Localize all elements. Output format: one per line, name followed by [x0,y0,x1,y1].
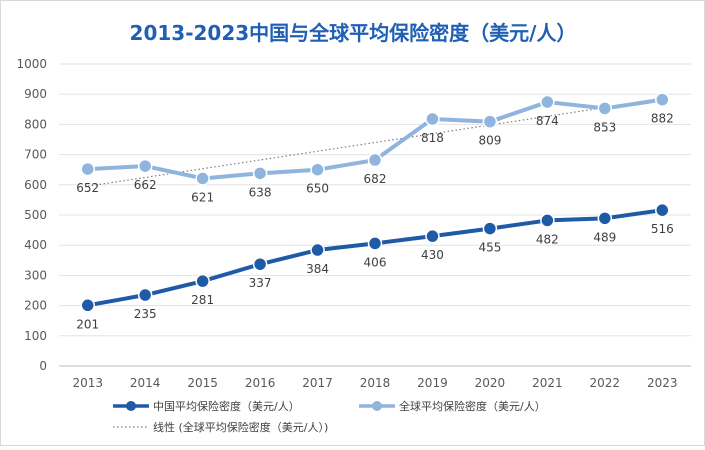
series-1-data-label: 650 [306,182,329,196]
series-0-data-label: 281 [191,293,214,307]
series-0-data-label: 455 [478,241,501,255]
series-0-point [540,213,555,228]
series-0-point [252,256,268,272]
x-tick-label: 2016 [245,376,276,390]
x-tick-label: 2022 [590,376,621,390]
series-0-data-label: 489 [593,230,616,244]
series-1-data-label: 874 [536,114,559,128]
series-1-data-label: 662 [134,178,157,192]
series-1-point [137,158,153,174]
series-0-data-label: 482 [536,232,559,246]
series-1-data-label: 882 [651,112,674,126]
x-tick-label: 2015 [187,376,218,390]
series-1-point [367,152,383,168]
y-tick-label: 300 [24,268,47,282]
y-tick-label: 1000 [16,57,47,71]
y-tick-label: 200 [24,299,47,313]
series-1-data-label: 638 [249,185,272,199]
legend-entry-0: 中国平均保险密度（美元/人） [153,399,300,413]
legend-swatch-marker-1 [372,401,382,411]
legend-swatch-marker-0 [126,401,136,411]
y-tick-label: 100 [24,329,47,343]
series-1-data-label: 652 [76,181,99,195]
series-0-point [655,202,670,218]
y-tick-label: 900 [24,87,47,101]
legend-entry-trendline: 线性 (全球平均保险密度（美元/人）) [153,420,328,434]
series-0-point [80,298,95,313]
x-tick-label: 2017 [302,376,333,390]
y-tick-label: 0 [39,359,47,373]
trendline-layer [87,98,663,187]
y-tick-label: 700 [24,148,47,162]
series-0-point [482,221,498,236]
series-1-data-label: 818 [421,131,444,145]
x-tick-label: 2013 [72,376,103,390]
y-tick-label: 400 [24,238,47,252]
series-0-point [597,211,613,226]
series-1-point [482,114,498,129]
series-0-point [195,273,210,289]
series-1-data-label: 682 [364,172,387,186]
series-0-data-label: 337 [249,276,272,290]
x-tick-label: 2019 [417,376,448,390]
series-1-data-label: 809 [478,134,501,148]
series-1-data-label: 853 [593,120,616,134]
series-1-point [80,161,95,177]
series-0-point [425,228,440,244]
y-axis-ticks: 0 100 200 300 400 500 600 700 800 900 1000 [16,57,47,373]
series-0-point [310,242,325,258]
trendline [87,98,663,187]
series-1-data-label: 621 [191,190,214,204]
series-1-point [252,166,268,181]
series-0-data-label: 235 [134,307,157,321]
chart-title: 2013-2023中国与全球平均保险密度（美元/人） [130,21,577,45]
series-0-data-label: 430 [421,248,444,262]
x-tick-label: 2014 [130,376,161,390]
series-layer [80,92,670,313]
x-axis-ticks: 2013 2014 2015 2016 2017 2018 2019 2020 2021 2022… [72,376,677,390]
series-1-point [195,171,210,186]
series-1-point [597,101,613,116]
y-tick-label: 600 [24,178,47,192]
series-0-data-label: 516 [651,222,674,236]
series-0-data-label: 406 [364,255,387,269]
series-1-point [540,94,555,110]
x-tick-label: 2023 [647,376,678,390]
series-1-point [655,92,670,107]
series-1-point [425,111,440,127]
x-tick-label: 2020 [475,376,506,390]
x-tick-label: 2021 [532,376,563,390]
series-0-data-label: 384 [306,262,329,276]
legend: 中国平均保险密度（美元/人） 全球平均保险密度（美元/人） 线性 (全球平均保险… [113,399,546,434]
data-labels: 201 235 281 337 384 406 430 455 482 489 516 652 662 6… [76,112,673,332]
x-tick-label: 2018 [360,376,391,390]
series-1-point [310,162,325,177]
y-tick-label: 500 [24,208,47,222]
series-0-point [367,236,383,251]
series-0-point [137,287,153,303]
y-tick-label: 800 [24,117,47,131]
series-0-data-label: 201 [76,317,99,331]
legend-entry-1: 全球平均保险密度（美元/人） [399,399,546,413]
